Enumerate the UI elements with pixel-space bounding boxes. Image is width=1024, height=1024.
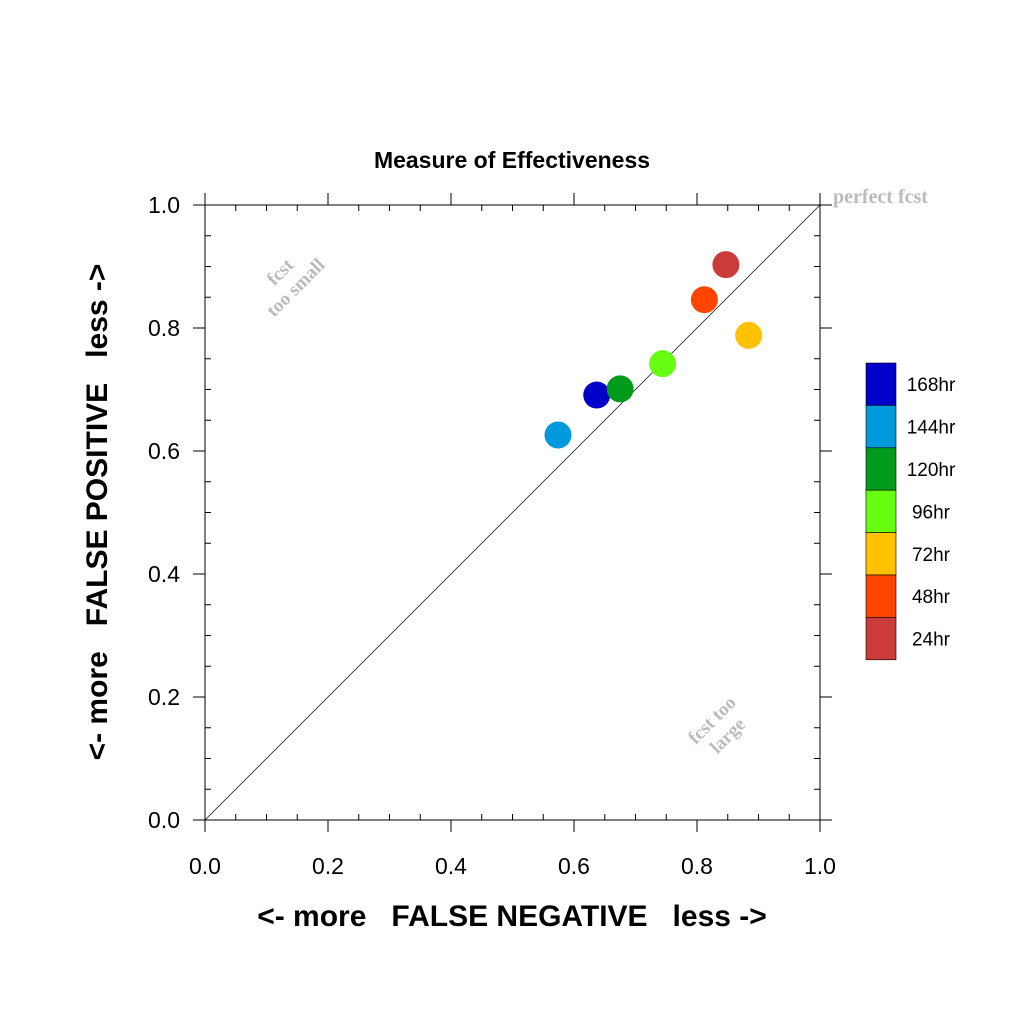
- x-tick-label: 1.0: [804, 853, 836, 879]
- data-point-48hr: [690, 286, 718, 314]
- legend-label-48hr: 48hr: [912, 587, 951, 608]
- legend-label-96hr: 96hr: [912, 502, 951, 523]
- y-axis-label: <- more FALSE POSITIVE less ->: [81, 264, 114, 761]
- minor-ticks: [205, 205, 820, 820]
- fcst-too-small-annotation: fcst too small: [263, 254, 330, 321]
- legend-swatch-72hr: [865, 532, 897, 576]
- chart-title: Measure of Effectiveness: [374, 147, 650, 173]
- legend-swatch-96hr: [865, 489, 897, 533]
- x-axis-label: <- more FALSE NEGATIVE less ->: [257, 900, 767, 933]
- data-point-72hr: [735, 321, 763, 349]
- major-ticks: [193, 193, 832, 832]
- legend-label-168hr: 168hr: [907, 375, 956, 396]
- legend-label-120hr: 120hr: [907, 460, 956, 481]
- x-tick-label: 0.6: [558, 853, 590, 879]
- y-tick-label: 0.8: [148, 315, 180, 341]
- legend-label-72hr: 72hr: [912, 545, 951, 566]
- data-point-24hr: [712, 251, 740, 279]
- fcst-too-large-annotation: fcst too large: [684, 692, 750, 758]
- data-point-144hr: [544, 421, 572, 449]
- y-tick-label: 0.6: [148, 438, 180, 464]
- legend-label-144hr: 144hr: [907, 418, 956, 439]
- legend-label-24hr: 24hr: [912, 630, 951, 651]
- x-tick-label: 0.4: [435, 853, 467, 879]
- y-tick-label: 0.2: [148, 684, 180, 710]
- data-point-120hr: [606, 375, 634, 403]
- x-tick-label: 0.8: [681, 853, 713, 879]
- y-tick-label: 1.0: [148, 192, 180, 218]
- legend-swatch-48hr: [865, 574, 897, 618]
- y-tick-label: 0.0: [148, 807, 180, 833]
- legend-swatch-144hr: [865, 405, 897, 449]
- legend-swatch-168hr: [865, 362, 897, 406]
- legend-swatch-120hr: [865, 447, 897, 491]
- data-points: [544, 251, 763, 449]
- diagonal-reference-line: [204, 204, 821, 821]
- x-tick-label: 0.2: [312, 853, 344, 879]
- data-point-96hr: [649, 350, 677, 378]
- data-point-168hr: [583, 381, 611, 409]
- y-tick-label: 0.4: [148, 561, 180, 587]
- tick-labels: 0.0 0.2 0.4 0.6 0.8 1.0 0.0 0.2 0.4 0.6 0.8 1.0: [148, 192, 836, 879]
- x-tick-label: 0.0: [189, 853, 221, 879]
- perfect-fcst-annotation: perfect fcst: [833, 186, 928, 208]
- legend: 168hr 144hr 120hr 96hr 72hr 48hr 24hr: [865, 362, 956, 661]
- legend-swatch-24hr: [865, 617, 897, 661]
